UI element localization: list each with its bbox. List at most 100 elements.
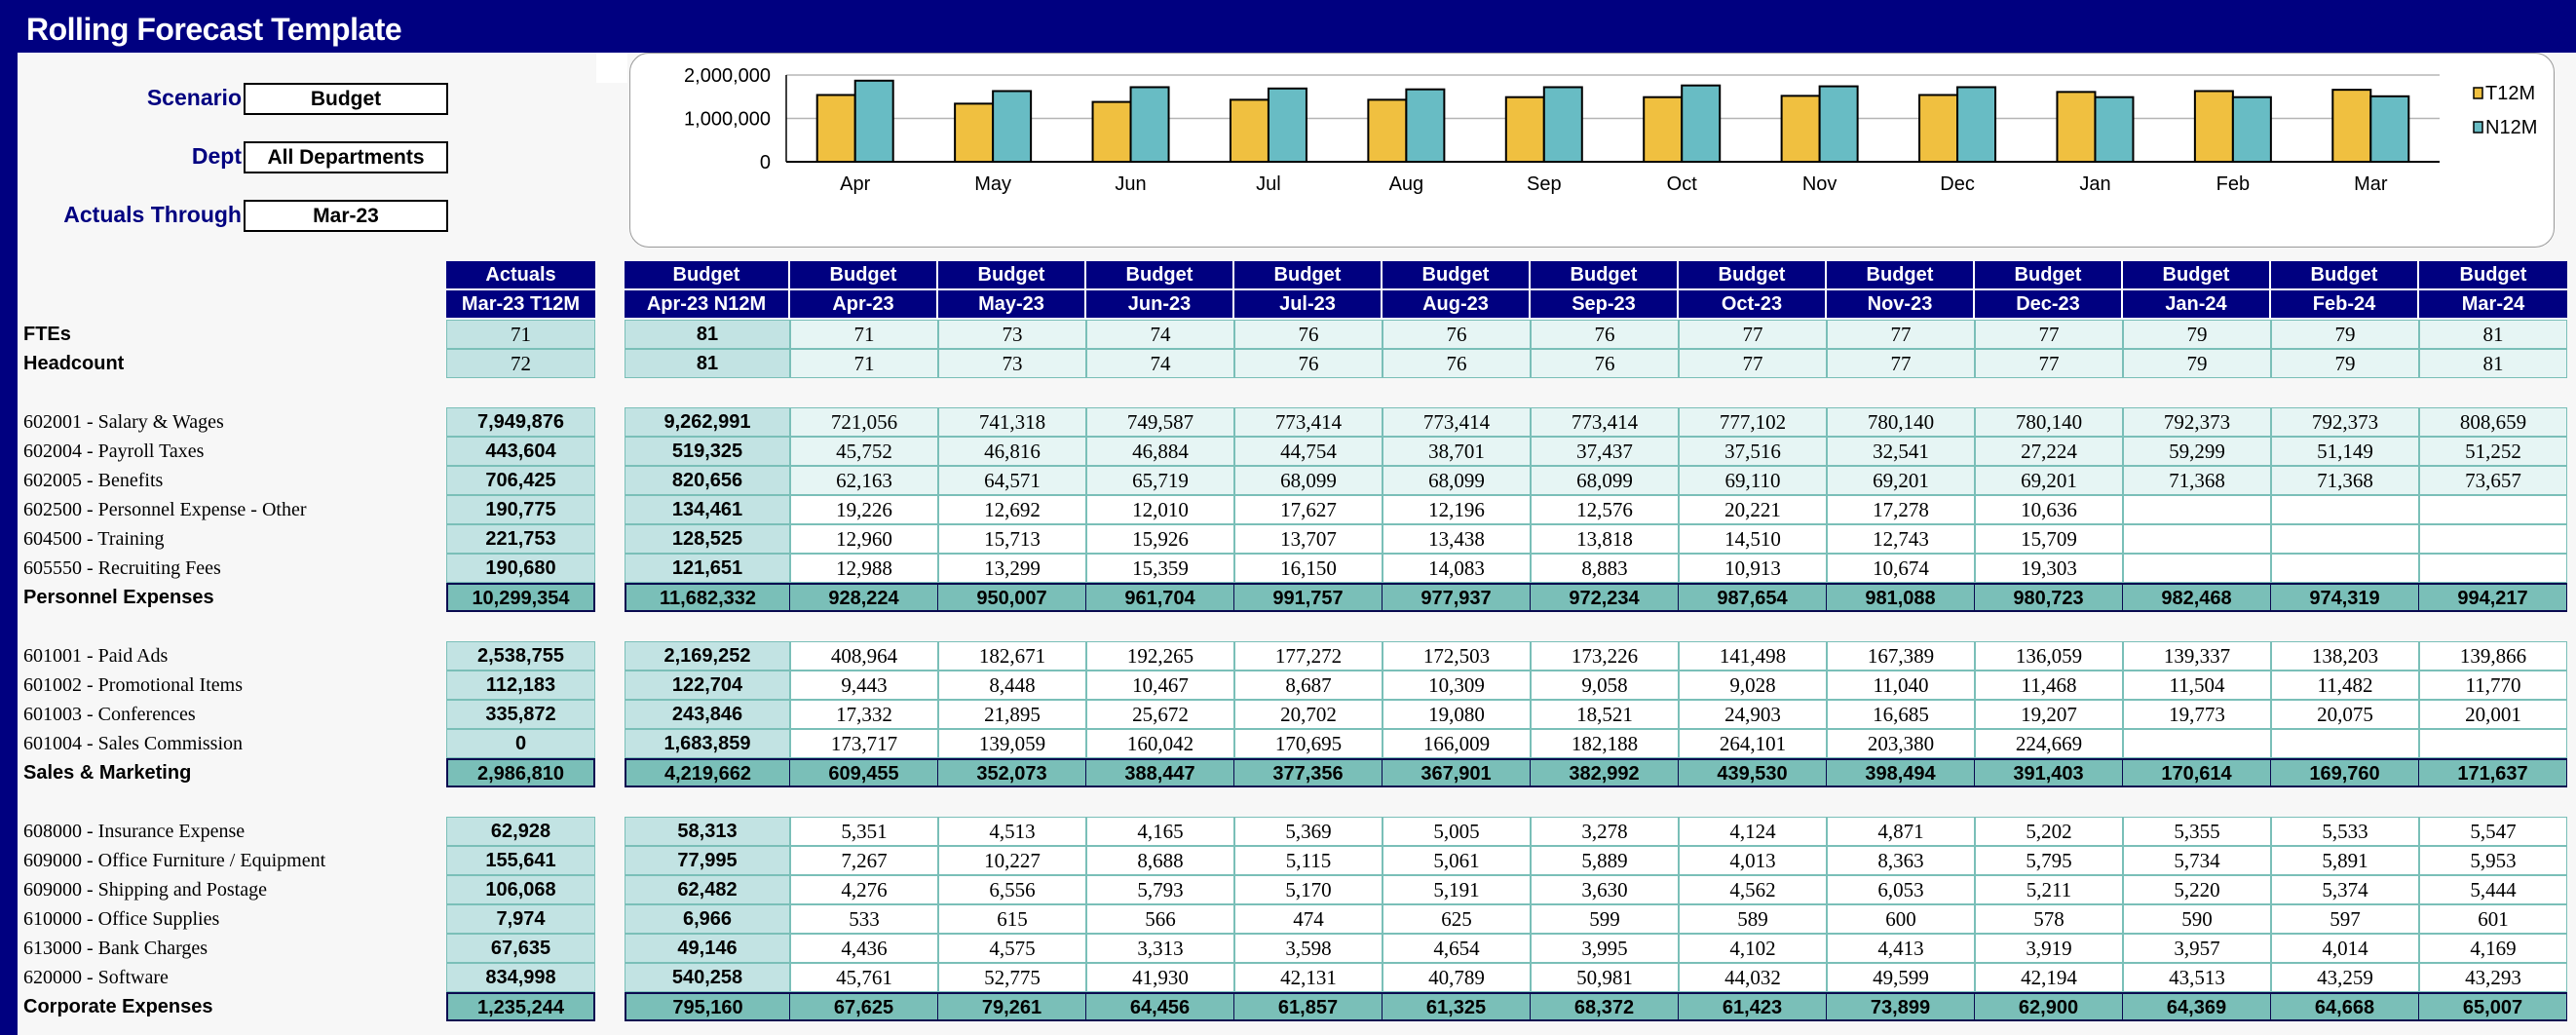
month-value-cell[interactable]: 9,058 <box>1531 671 1679 700</box>
n12m-value-cell[interactable]: 134,461 <box>625 495 790 524</box>
month-value-cell[interactable]: 972,234 <box>1531 583 1679 612</box>
month-value-cell[interactable]: 51,252 <box>2419 437 2567 466</box>
month-value-cell[interactable]: 8,363 <box>1827 846 1975 875</box>
month-value-cell[interactable]: 4,014 <box>2271 934 2419 963</box>
month-value-cell[interactable]: 5,795 <box>1975 846 2123 875</box>
month-value-cell[interactable]: 77 <box>1679 349 1827 378</box>
actual-value-cell[interactable]: 155,641 <box>446 846 595 875</box>
n12m-value-cell[interactable]: 81 <box>625 349 790 378</box>
month-value-cell[interactable]: 52,775 <box>938 963 1086 992</box>
month-value-cell[interactable]: 5,547 <box>2419 817 2567 846</box>
n12m-value-cell[interactable]: 1,683,859 <box>625 729 790 758</box>
month-value-cell[interactable]: 49,599 <box>1827 963 1975 992</box>
month-value-cell[interactable]: 45,752 <box>790 437 938 466</box>
month-value-cell[interactable]: 599 <box>1531 904 1679 934</box>
month-value-cell[interactable]: 79 <box>2123 349 2271 378</box>
month-value-cell[interactable]: 136,059 <box>1975 641 2123 671</box>
actual-value-cell[interactable]: 67,635 <box>446 934 595 963</box>
n12m-value-cell[interactable]: 2,169,252 <box>625 641 790 671</box>
actual-value-cell[interactable]: 190,775 <box>446 495 595 524</box>
month-value-cell[interactable]: 25,672 <box>1086 700 1234 729</box>
month-value-cell[interactable]: 11,482 <box>2271 671 2419 700</box>
month-value-cell[interactable]: 77 <box>1975 320 2123 349</box>
month-value-cell[interactable]: 991,757 <box>1234 583 1383 612</box>
month-value-cell[interactable]: 13,818 <box>1531 524 1679 554</box>
month-value-cell[interactable] <box>2271 554 2419 583</box>
month-value-cell[interactable]: 69,110 <box>1679 466 1827 495</box>
n12m-value-cell[interactable]: 519,325 <box>625 437 790 466</box>
month-value-cell[interactable]: 792,373 <box>2271 407 2419 437</box>
actual-value-cell[interactable]: 7,949,876 <box>446 407 595 437</box>
month-value-cell[interactable]: 19,773 <box>2123 700 2271 729</box>
month-value-cell[interactable]: 9,443 <box>790 671 938 700</box>
month-value-cell[interactable]: 15,709 <box>1975 524 2123 554</box>
month-value-cell[interactable]: 81 <box>2419 320 2567 349</box>
month-value-cell[interactable]: 4,654 <box>1383 934 1531 963</box>
month-value-cell[interactable]: 408,964 <box>790 641 938 671</box>
month-value-cell[interactable]: 65,719 <box>1086 466 1234 495</box>
month-value-cell[interactable]: 139,337 <box>2123 641 2271 671</box>
month-value-cell[interactable]: 3,630 <box>1531 875 1679 904</box>
month-value-cell[interactable]: 77 <box>1975 349 2123 378</box>
month-value-cell[interactable] <box>2123 554 2271 583</box>
month-value-cell[interactable]: 19,080 <box>1383 700 1531 729</box>
month-value-cell[interactable]: 391,403 <box>1975 758 2123 787</box>
month-value-cell[interactable]: 71 <box>790 320 938 349</box>
month-value-cell[interactable]: 172,503 <box>1383 641 1531 671</box>
n12m-value-cell[interactable]: 58,313 <box>625 817 790 846</box>
month-value-cell[interactable]: 10,913 <box>1679 554 1827 583</box>
month-value-cell[interactable]: 264,101 <box>1679 729 1827 758</box>
month-value-cell[interactable]: 13,707 <box>1234 524 1383 554</box>
n12m-value-cell[interactable]: 122,704 <box>625 671 790 700</box>
month-value-cell[interactable]: 808,659 <box>2419 407 2567 437</box>
month-value-cell[interactable]: 61,857 <box>1234 992 1383 1021</box>
month-value-cell[interactable]: 139,059 <box>938 729 1086 758</box>
month-value-cell[interactable]: 578 <box>1975 904 2123 934</box>
forecast-chart[interactable]: 0 1,000,000 2,000,000 Apr May Jun Jul Aug Sep Oct… <box>629 53 2555 248</box>
month-value-cell[interactable]: 77 <box>1827 320 1975 349</box>
month-value-cell[interactable] <box>2123 729 2271 758</box>
month-value-cell[interactable]: 741,318 <box>938 407 1086 437</box>
month-value-cell[interactable]: 71,368 <box>2271 466 2419 495</box>
month-value-cell[interactable]: 76 <box>1531 349 1679 378</box>
month-value-cell[interactable]: 61,423 <box>1679 992 1827 1021</box>
actual-value-cell[interactable]: 112,183 <box>446 671 595 700</box>
month-value-cell[interactable]: 11,040 <box>1827 671 1975 700</box>
actual-value-cell[interactable]: 0 <box>446 729 595 758</box>
month-value-cell[interactable]: 5,444 <box>2419 875 2567 904</box>
month-value-cell[interactable]: 10,636 <box>1975 495 2123 524</box>
month-value-cell[interactable]: 173,226 <box>1531 641 1679 671</box>
month-value-cell[interactable]: 73,657 <box>2419 466 2567 495</box>
n12m-value-cell[interactable]: 243,846 <box>625 700 790 729</box>
month-value-cell[interactable]: 13,438 <box>1383 524 1531 554</box>
month-value-cell[interactable]: 62,163 <box>790 466 938 495</box>
month-value-cell[interactable]: 182,671 <box>938 641 1086 671</box>
month-value-cell[interactable]: 4,413 <box>1827 934 1975 963</box>
month-value-cell[interactable]: 27,224 <box>1975 437 2123 466</box>
month-value-cell[interactable]: 566 <box>1086 904 1234 934</box>
month-value-cell[interactable]: 8,688 <box>1086 846 1234 875</box>
month-value-cell[interactable]: 13,299 <box>938 554 1086 583</box>
n12m-value-cell[interactable]: 9,262,991 <box>625 407 790 437</box>
month-value-cell[interactable]: 609,455 <box>790 758 938 787</box>
actual-value-cell[interactable]: 834,998 <box>446 963 595 992</box>
month-value-cell[interactable]: 533 <box>790 904 938 934</box>
month-value-cell[interactable]: 68,099 <box>1383 466 1531 495</box>
month-value-cell[interactable]: 44,754 <box>1234 437 1383 466</box>
month-value-cell[interactable]: 10,467 <box>1086 671 1234 700</box>
month-value-cell[interactable]: 4,124 <box>1679 817 1827 846</box>
scenario-select[interactable]: Budget <box>244 83 448 115</box>
month-value-cell[interactable]: 15,713 <box>938 524 1086 554</box>
month-value-cell[interactable]: 46,884 <box>1086 437 1234 466</box>
month-value-cell[interactable]: 76 <box>1383 320 1531 349</box>
month-value-cell[interactable]: 4,513 <box>938 817 1086 846</box>
month-value-cell[interactable]: 382,992 <box>1531 758 1679 787</box>
month-value-cell[interactable]: 177,272 <box>1234 641 1383 671</box>
n12m-value-cell[interactable]: 795,160 <box>625 992 790 1021</box>
month-value-cell[interactable]: 10,674 <box>1827 554 1975 583</box>
month-value-cell[interactable]: 5,889 <box>1531 846 1679 875</box>
month-value-cell[interactable]: 50,981 <box>1531 963 1679 992</box>
month-value-cell[interactable]: 73,899 <box>1827 992 1975 1021</box>
month-value-cell[interactable]: 64,571 <box>938 466 1086 495</box>
month-value-cell[interactable]: 601 <box>2419 904 2567 934</box>
